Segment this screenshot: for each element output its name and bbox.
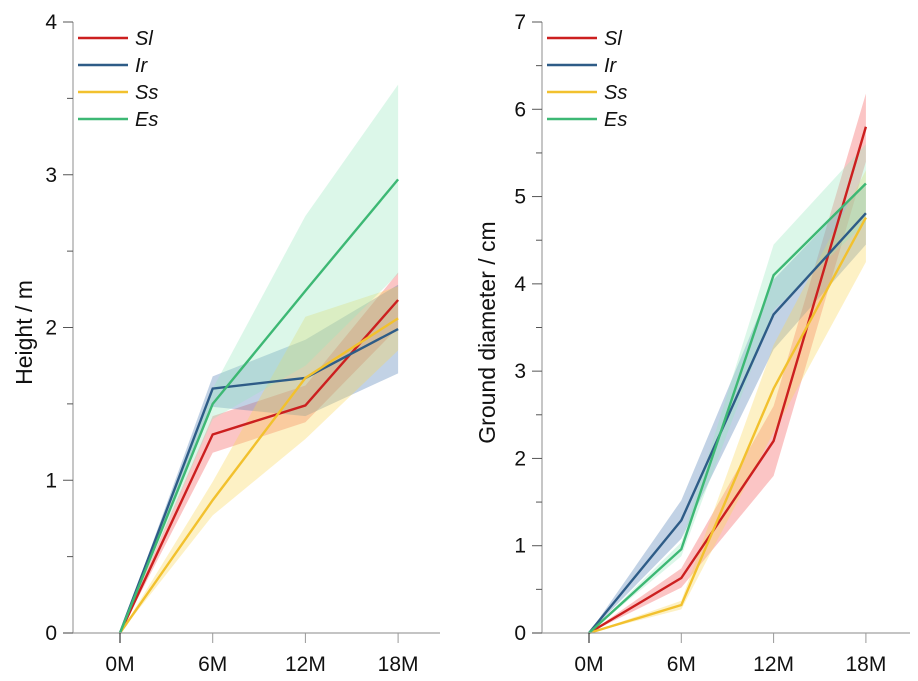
- confidence-band-ss: [120, 286, 399, 633]
- x-tick-label: 6M: [198, 653, 227, 676]
- y-tick-label: 4: [45, 11, 57, 34]
- confidence-band-es: [120, 84, 399, 633]
- series-line-es: [588, 182, 867, 634]
- y-tick-label: 3: [45, 164, 57, 187]
- x-tick-label: 12M: [285, 653, 326, 676]
- series-line-ir: [118, 327, 399, 634]
- y-tick-label: 4: [514, 273, 526, 296]
- y-tick-label: 0: [45, 622, 57, 645]
- series-line-ir: [588, 212, 867, 634]
- y-tick-label: 1: [45, 469, 57, 492]
- legend-label-sl: Sl: [135, 28, 153, 50]
- x-tick-label: 12M: [753, 653, 794, 676]
- legend-label-ss: Ss: [604, 82, 627, 104]
- legend-label-sl: Sl: [604, 28, 622, 50]
- series-line-ss: [119, 317, 399, 634]
- legend: Sl Ir Ss Es: [78, 28, 158, 131]
- x-tick-label: 18M: [378, 653, 419, 676]
- legend-label-es: Es: [135, 109, 158, 131]
- x-tick-label: 0M: [105, 653, 134, 676]
- y-tick-label: 6: [514, 98, 526, 121]
- y-tick-label: 5: [514, 186, 526, 209]
- series-line-es: [118, 178, 400, 634]
- x-tick-label: 0M: [574, 653, 603, 676]
- y-tick-label: 7: [514, 11, 526, 34]
- x-tick-label: 18M: [845, 653, 886, 676]
- confidence-band-ir: [589, 183, 866, 633]
- series-line-ss: [588, 216, 867, 635]
- confidence-band-sl: [589, 93, 866, 634]
- confidence-band-es: [589, 144, 866, 633]
- legend-label-es: Es: [604, 109, 627, 131]
- chart-panel-1: 0 1 2 3 4 0M 6M 12M 18M Height / m Sl Ir Ss Es: [11, 11, 440, 676]
- legend-label-ir: Ir: [604, 55, 618, 77]
- series-line-sl: [588, 126, 868, 635]
- y-tick-label: 2: [45, 317, 57, 340]
- chart-panel-2: 0 1 2 3 4 5 6 7 0M 6M 12M 18M Ground diameter / cm Sl…: [474, 11, 910, 676]
- y-tick-label: 1: [514, 535, 526, 558]
- legend: Sl Ir Ss Es: [547, 28, 627, 131]
- confidence-band-ir: [120, 284, 399, 633]
- y-tick-label: 0: [514, 622, 526, 645]
- y-axis-title: Ground diameter / cm: [474, 221, 500, 443]
- legend-label-ss: Ss: [135, 82, 158, 104]
- y-tick-label: 2: [514, 447, 526, 470]
- x-tick-label: 6M: [667, 653, 696, 676]
- legend-label-ir: Ir: [135, 55, 149, 77]
- y-tick-label: 3: [514, 360, 526, 383]
- y-axis-title: Height / m: [11, 280, 37, 385]
